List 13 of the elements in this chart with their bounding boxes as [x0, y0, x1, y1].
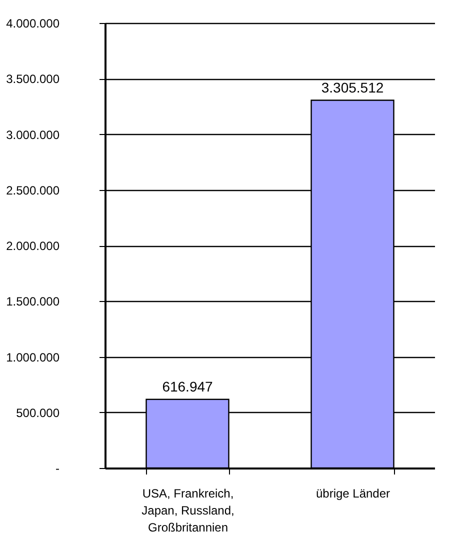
y-tick-label: 1.500.000	[6, 294, 60, 309]
y-tick-label: 2.500.000	[6, 183, 60, 198]
y-tick-label: 500.000	[16, 406, 60, 420]
y-tick-label: 3.500.000	[6, 72, 60, 86]
data-label: 3.305.512	[321, 79, 384, 96]
y-tick-label: 2.000.000	[6, 239, 60, 253]
x-tick-label: übrige Länder	[316, 486, 390, 500]
y-tick-label: -	[56, 462, 60, 476]
y-tick-label: 4.000.000	[6, 16, 60, 30]
y-tick-label: 1.000.000	[6, 350, 60, 364]
x-tick-label: USA, Frankreich, Japan, Russland, Großbritannien	[142, 486, 234, 534]
data-label: 616.947	[162, 378, 214, 394]
y-tick-label: 3.000.000	[6, 128, 60, 142]
